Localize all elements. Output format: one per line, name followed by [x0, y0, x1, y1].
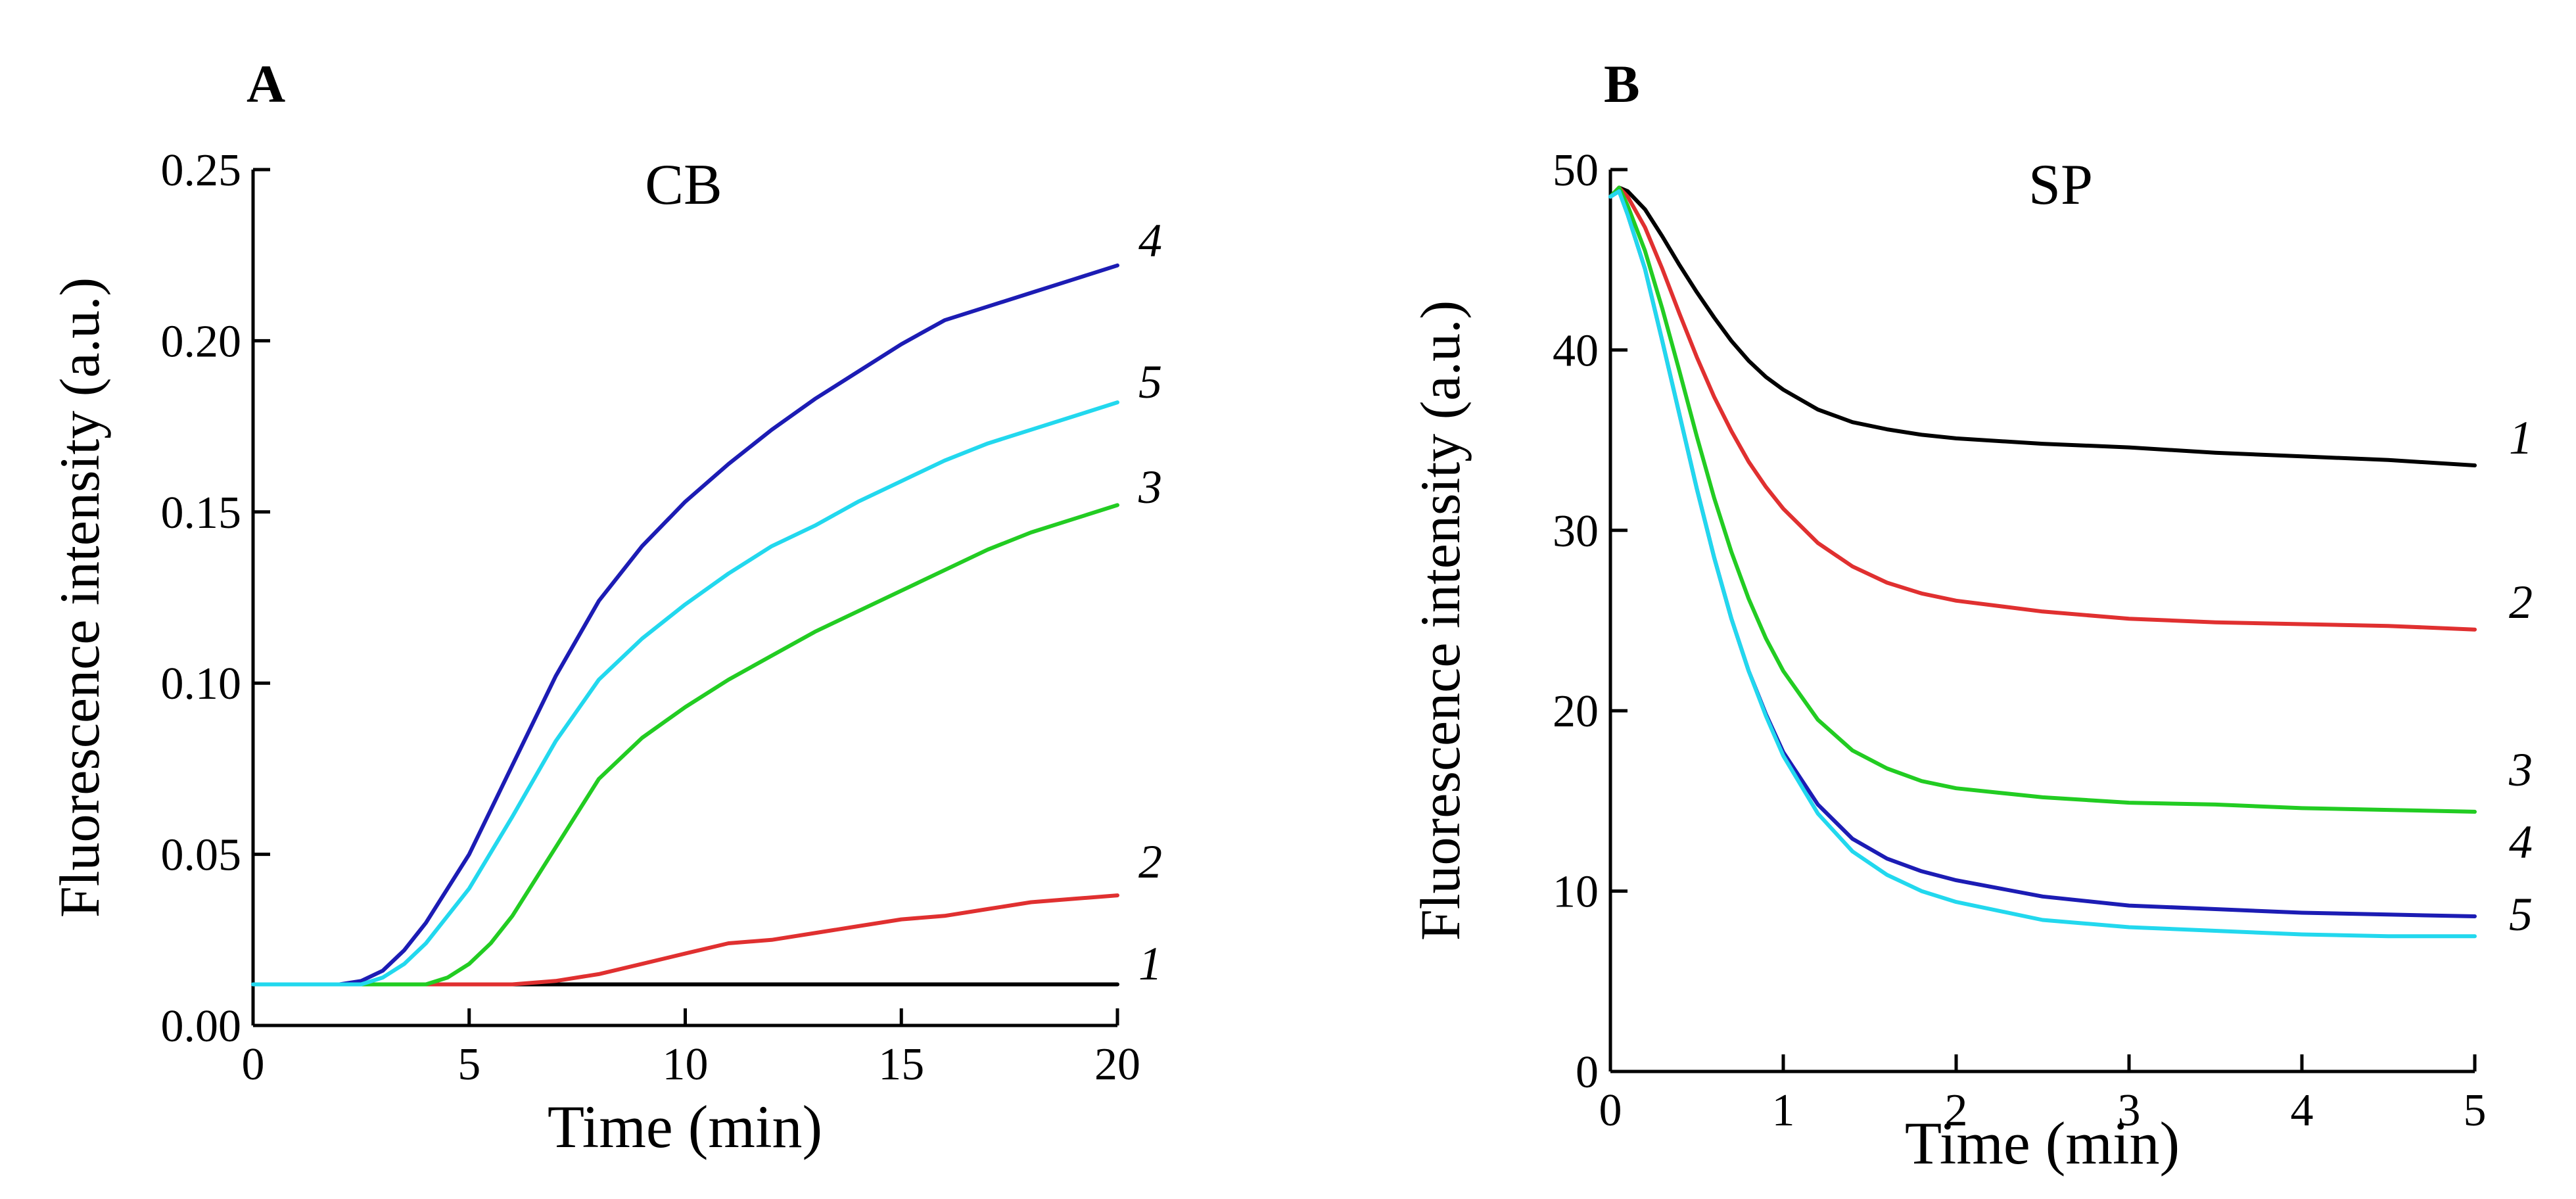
- panel-a-x-ticks: 0 5 10 15 20: [242, 1008, 1140, 1090]
- panel-b-x-tick-label: 4: [2291, 1085, 2314, 1136]
- panel-a-x-tick-label: 10: [663, 1039, 709, 1090]
- panel-a-x-axis-label: Time (min): [548, 1093, 822, 1160]
- panel-b-title: SP: [2028, 153, 2093, 217]
- panel-a-y-tick-label: 0.25: [161, 145, 242, 196]
- panel-a-plot-area: 0.00 0.05 0.10 0.15 0.20 0.25 0 5 10 15 20 4 5 3 2 1: [161, 145, 1163, 1090]
- panel-b-y-tick-label: 0: [1576, 1047, 1599, 1098]
- panel-b-series-group: [1608, 185, 2477, 939]
- panel-a-series-5-line: [251, 400, 1119, 987]
- panel-b-curve-label-4: 4: [2509, 816, 2533, 868]
- panel-a-y-tick-label: 0.05: [161, 830, 242, 881]
- panel-b-series-1-line: [1608, 185, 2477, 467]
- panel-b-y-tick-label: 50: [1553, 145, 1599, 196]
- panel-b-x-ticks: 0 1 2 3 4 5: [1599, 1054, 2487, 1136]
- panel-b-series-3-line: [1608, 185, 2477, 814]
- panel-b-x-tick-label: 5: [2464, 1085, 2487, 1136]
- panel-a-label: A: [246, 54, 285, 114]
- panel-b-chart: B SP 0 10 20 30 40 50 0 1 2 3 4 5 1 2 3 4 5 Time (min)…: [1409, 54, 2533, 1177]
- panel-a-series-group: [251, 263, 1119, 987]
- panel-a-y-axis-label: Fluorescence intensity (a.u.): [48, 277, 111, 918]
- panel-a-x-tick-label: 20: [1094, 1039, 1140, 1090]
- panel-b-x-axis-label: Time (min): [1905, 1110, 2180, 1177]
- panel-b-curve-labels: 1 2 3 4 5: [2508, 411, 2533, 941]
- panel-a-y-tick-label: 0.00: [161, 1001, 242, 1052]
- panel-a-y-tick-label: 0.10: [161, 659, 242, 709]
- panel-b-y-tick-label: 40: [1553, 325, 1599, 376]
- panel-b-y-ticks: 0 10 20 30 40 50: [1553, 145, 1628, 1098]
- panel-a-y-tick-label: 0.20: [161, 316, 242, 367]
- panel-b-plot-area: 0 10 20 30 40 50 0 1 2 3 4 5 1 2 3 4 5: [1553, 145, 2533, 1136]
- panel-a-x-tick-label: 0: [242, 1039, 265, 1090]
- panel-a-curve-label-1: 1: [1138, 937, 1162, 990]
- panel-b-series-2-line: [1608, 185, 2477, 632]
- panel-b-y-tick-label: 10: [1553, 867, 1599, 918]
- panel-a-curve-labels: 4 5 3 2 1: [1138, 214, 1162, 990]
- panel-a-y-tick-label: 0.15: [161, 488, 242, 538]
- panel-a-curve-label-3: 3: [1138, 461, 1162, 513]
- panel-b-curve-label-1: 1: [2509, 411, 2533, 464]
- panel-a-chart: A CB 0.000.050.100.150.200.25 0 5 10 15 20 4…: [48, 54, 1162, 1160]
- panel-b-y-axis-label: Fluorescence intensity (a.u.): [1409, 300, 1472, 941]
- panel-b-x-tick-label: 1: [1772, 1085, 1795, 1136]
- panel-a-x-tick-label: 5: [457, 1039, 480, 1090]
- panel-a-curve-label-4: 4: [1138, 214, 1162, 267]
- panel-a-curve-label-2: 2: [1138, 835, 1162, 888]
- panel-b-series-5-line: [1608, 189, 2477, 939]
- panel-a-series-2-line: [251, 893, 1119, 987]
- panel-b-label: B: [1604, 54, 1640, 114]
- panel-b-curve-label-2: 2: [2509, 576, 2533, 628]
- panel-b-y-tick-label: 20: [1553, 686, 1599, 737]
- panel-a-y-ticks: 0.00 0.05 0.10 0.15 0.20 0.25: [161, 145, 270, 1052]
- panel-a-series-3-line: [251, 503, 1119, 987]
- panel-a-x-tick-label: 15: [878, 1039, 924, 1090]
- panel-a-curve-label-5: 5: [1138, 356, 1162, 408]
- panel-b-y-tick-label: 30: [1553, 506, 1599, 557]
- panel-b-curve-label-5: 5: [2509, 888, 2533, 941]
- panel-a-title: CB: [645, 153, 722, 217]
- panel-b-x-tick-label: 2: [1945, 1085, 1968, 1136]
- panel-b-x-tick-label: 0: [1599, 1085, 1622, 1136]
- panel-b-curve-label-3: 3: [2508, 743, 2533, 796]
- panel-a-series-4-line: [251, 263, 1119, 987]
- panel-b-x-tick-label: 3: [2118, 1085, 2141, 1136]
